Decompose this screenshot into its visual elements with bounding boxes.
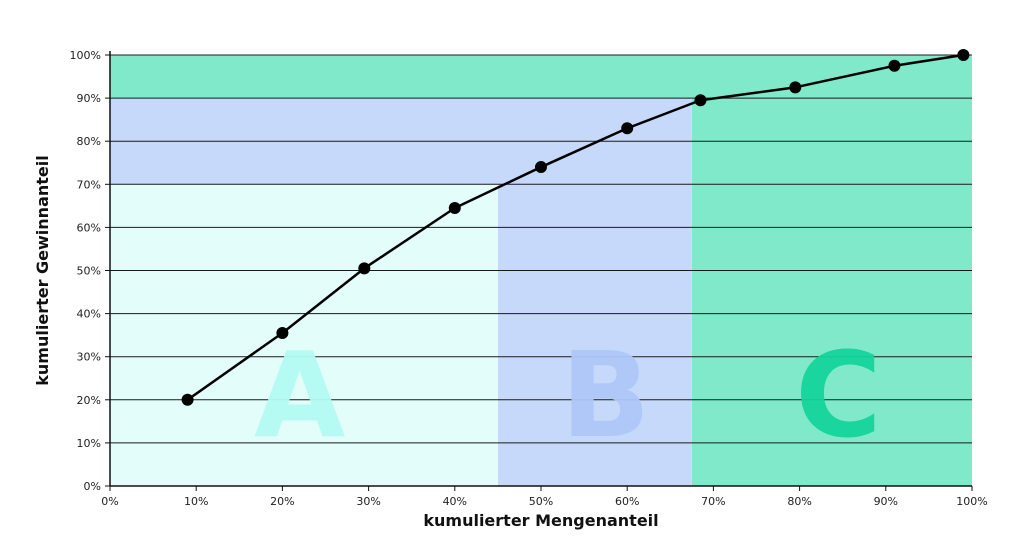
data-point — [276, 326, 289, 339]
x-tick-label: 70% — [701, 495, 725, 508]
y-tick-label: 50% — [77, 265, 101, 278]
x-tick-label: 100% — [956, 495, 987, 508]
x-tick-label: 10% — [184, 495, 208, 508]
x-tick-label: 30% — [356, 495, 380, 508]
series-line — [186, 53, 964, 401]
y-tick-label: 30% — [77, 351, 101, 364]
x-tick-label: 80% — [787, 495, 811, 508]
data-point — [358, 262, 371, 275]
x-tick-label: 60% — [615, 495, 639, 508]
x-axis-title: kumulierter Mengenanteil — [423, 511, 658, 530]
data-point — [535, 161, 547, 174]
zone-b-block — [497, 184, 692, 487]
y-tick-label: 60% — [77, 221, 101, 234]
x-tick-label: 40% — [443, 495, 467, 508]
x-tick-label: 90% — [874, 495, 898, 508]
y-axis-title: kumulierter Gewinnanteil — [33, 155, 52, 385]
data-point — [621, 122, 634, 135]
data-point — [448, 202, 461, 215]
zone-label-a: A — [254, 326, 345, 464]
y-tick-label: 0% — [84, 480, 101, 493]
data-point — [957, 49, 970, 61]
zone-c-block — [691, 98, 972, 486]
x-tick-label: 50% — [529, 495, 553, 508]
zone-c-band — [110, 55, 972, 99]
data-point — [789, 81, 802, 94]
x-tick-label: 0% — [101, 495, 118, 508]
zone-a-block — [110, 184, 498, 487]
y-tick-label: 80% — [77, 135, 101, 148]
data-point — [888, 59, 901, 72]
y-tick-label: 20% — [77, 394, 101, 407]
y-tick-label: 90% — [77, 92, 101, 105]
zone-label-c: C — [795, 326, 882, 464]
zone-label-b: B — [561, 326, 651, 464]
y-tick-label: 70% — [77, 178, 101, 191]
data-point — [181, 393, 194, 406]
data-point — [694, 94, 707, 107]
x-tick-label: 20% — [270, 495, 294, 508]
y-tick-label: 40% — [77, 308, 101, 321]
y-tick-label: 10% — [77, 437, 101, 450]
y-tick-label: 100% — [70, 49, 101, 62]
